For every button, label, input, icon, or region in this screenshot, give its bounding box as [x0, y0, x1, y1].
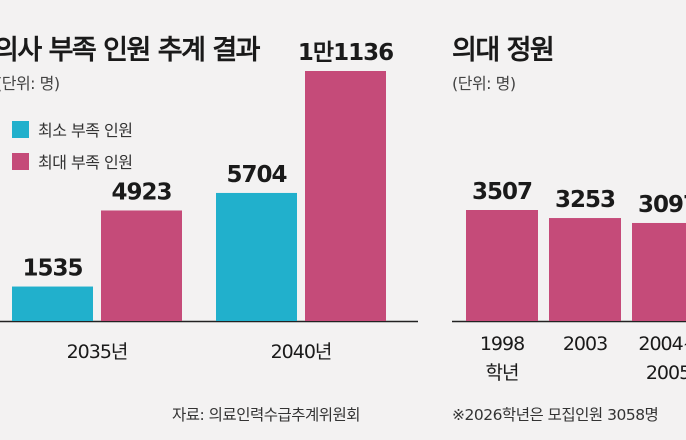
bar-max-2040년 — [305, 71, 386, 321]
x-tick-label-2035년: 2035년 — [67, 341, 128, 363]
data-label-quota-0: 3507 — [472, 179, 532, 205]
legend-swatch-max — [12, 152, 29, 170]
bar-min-2040년 — [216, 192, 297, 321]
legend-swatch-min — [12, 120, 29, 138]
legend-item-max: 최대 부족 인원 — [12, 149, 133, 173]
x-tick-label-quota-2-1: 2005 — [646, 362, 686, 384]
bar-quota-2 — [632, 222, 686, 321]
left-chart-title: 의사 부족 인원 추계 결과 — [0, 35, 261, 66]
data-label-quota-2: 3097 — [638, 192, 686, 218]
source-note: 자료: 의료인력수급추계위원회 — [172, 406, 361, 424]
data-label-min-2040년: 5704 — [226, 162, 286, 188]
data-label-min-2035년: 1535 — [22, 256, 82, 282]
bar-quota-1 — [549, 218, 621, 321]
data-label-quota-1: 3253 — [555, 187, 615, 213]
x-tick-label-quota-1-0: 2003 — [563, 333, 607, 355]
x-tick-label-quota-0-1: 학년 — [486, 362, 519, 384]
right-chart-title: 의대 정원 — [452, 35, 555, 66]
x-tick-label-quota-2-0: 2004~ — [638, 333, 686, 355]
bar-quota-0 — [466, 210, 538, 321]
data-label-max-2040년: 1만1136 — [298, 40, 393, 66]
legend-label-max: 최대 부족 인원 — [38, 153, 133, 172]
legend-item-min: 최소 부족 인원 — [12, 117, 133, 141]
footnote: ※2026학년은 모집인원 3058명 — [452, 406, 659, 424]
left-chart-unit: (단위: 명) — [0, 74, 60, 93]
x-tick-label-2040년: 2040년 — [271, 341, 332, 363]
legend-label-min: 최소 부족 인원 — [38, 121, 133, 140]
bar-min-2035년 — [12, 286, 93, 321]
data-label-max-2035년: 4923 — [111, 179, 171, 205]
x-tick-label-quota-0-0: 1998 — [480, 333, 524, 355]
bar-max-2035년 — [101, 210, 182, 321]
right-chart-unit: (단위: 명) — [452, 74, 516, 93]
